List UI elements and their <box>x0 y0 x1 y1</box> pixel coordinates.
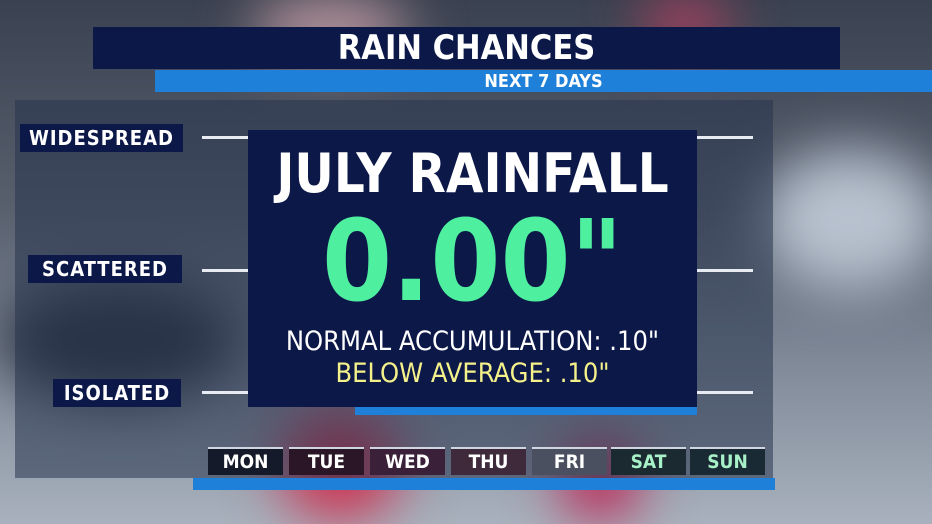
day-label: MON <box>208 447 283 475</box>
below-average: BELOW AVERAGE: .10" <box>335 358 610 389</box>
level-label: ISOLATED <box>53 379 181 407</box>
day-label: SUN <box>690 447 765 475</box>
day-label: FRI <box>532 447 607 475</box>
panel-title: JULY RAINFALL <box>276 142 669 205</box>
level-label: SCATTERED <box>28 255 182 283</box>
rainfall-value: 0.00" <box>321 197 624 327</box>
accent-strip <box>355 407 697 415</box>
title: RAIN CHANCES <box>93 27 840 69</box>
accent-strip <box>193 478 775 490</box>
day-label: WED <box>370 447 445 475</box>
day-label: TUE <box>289 447 364 475</box>
day-label: THU <box>451 447 526 475</box>
normal-accumulation: NORMAL ACCUMULATION: .10" <box>285 326 660 357</box>
rainfall-panel: JULY RAINFALL 0.00" NORMAL ACCUMULATION:… <box>248 130 697 407</box>
day-label: SAT <box>611 447 686 475</box>
subtitle: NEXT 7 DAYS <box>155 70 932 92</box>
level-label: WIDESPREAD <box>20 124 183 152</box>
